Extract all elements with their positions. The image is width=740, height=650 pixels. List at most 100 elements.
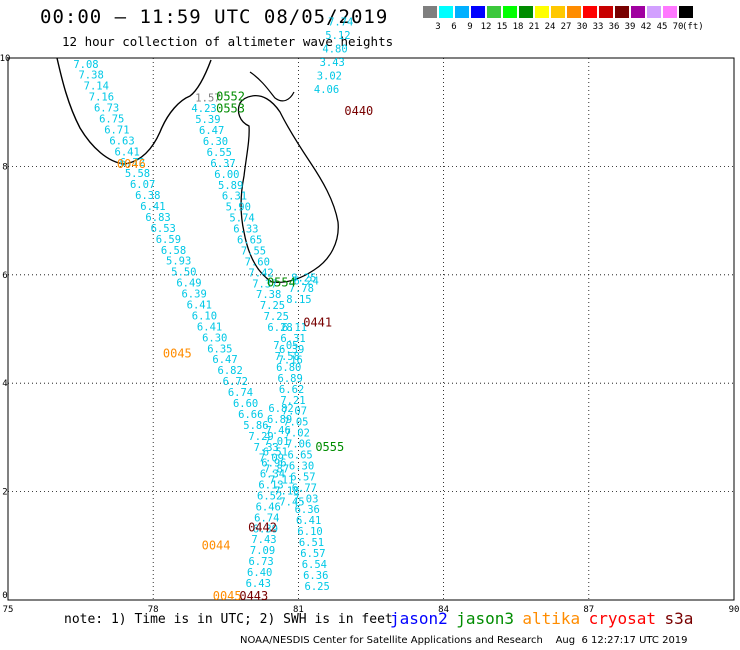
color-scale-label: 39 xyxy=(624,22,636,32)
color-scale-label: 45 xyxy=(656,22,668,32)
map-frame xyxy=(7,57,735,601)
swh-value: 6.62 xyxy=(279,384,304,396)
color-scale-label: 33 xyxy=(592,22,604,32)
color-scale-swatch xyxy=(518,5,534,19)
swh-value: 8.15 xyxy=(286,294,311,306)
swh-value: 7.45 xyxy=(279,496,304,508)
color-scale-label: 15 xyxy=(496,22,508,32)
swh-value: 6.60 xyxy=(233,398,258,410)
color-scale-swatch xyxy=(630,5,646,19)
color-scale-label: 3 xyxy=(435,22,441,32)
swh-value: 7.55 xyxy=(241,245,266,257)
swh-value: 7.14 xyxy=(84,81,109,93)
color-scale-label: 6 xyxy=(451,22,457,32)
swh-value: 7.58 xyxy=(275,351,300,363)
swh-value: 6.89 xyxy=(267,414,292,426)
map-grid xyxy=(8,58,734,600)
swh-value: 6.41 xyxy=(197,321,222,333)
swh-value: 7.42 xyxy=(248,267,273,279)
swh-value: 7.05 xyxy=(283,417,308,429)
swh-value: 5.12 xyxy=(325,30,350,42)
swh-value: 6.57 xyxy=(290,471,315,483)
swh-value: 6.30 xyxy=(202,332,227,344)
pass-label-altika: 0046 xyxy=(117,157,146,171)
swh-tracks: 7.087.387.147.166.736.756.716.636.416.72… xyxy=(73,16,353,592)
swh-value: 6.51 xyxy=(263,447,288,459)
color-scale-swatch xyxy=(598,5,614,19)
swh-value: 7.25 xyxy=(264,311,289,323)
swh-value: 6.39 xyxy=(279,344,304,356)
swh-value: 7.37 xyxy=(252,278,277,290)
swh-value: 6.65 xyxy=(237,235,262,247)
swh-misc-values: 1.57 6.24 xyxy=(195,92,319,287)
swh-value: 3.43 xyxy=(320,57,345,69)
swh-value: 6.73 xyxy=(248,556,273,568)
y-tick-label: 2 xyxy=(2,488,7,498)
pass-label-jason3: 0554 xyxy=(267,276,296,290)
swh-value: 6.96 xyxy=(261,458,286,470)
color-scale-label: 42 xyxy=(640,22,652,32)
swh-value: 6.75 xyxy=(99,113,124,125)
map-tick-labels: 75 78 81 84 87 90 0 2 4 6 8 10 xyxy=(0,54,739,615)
color-scale xyxy=(422,5,694,21)
y-tick-label: 10 xyxy=(0,54,10,64)
swh-value: 7.01 xyxy=(264,436,289,448)
y-tick-label: 0 xyxy=(2,591,7,601)
swh-value: 6.07 xyxy=(130,179,155,191)
swh-value: 6.24 xyxy=(294,276,319,288)
swh-value: 6.57 xyxy=(300,548,325,560)
page-subtitle: 12 hour collection of altimeter wave hei… xyxy=(62,34,394,49)
swh-value: 6.28 xyxy=(267,322,292,334)
y-tick-label: 6 xyxy=(2,271,7,281)
swh-value: 6.39 xyxy=(181,289,206,301)
legend-altika: altika xyxy=(522,609,581,628)
swh-value: 6.35 xyxy=(207,343,232,355)
swh-value: 6.72 xyxy=(223,376,248,388)
swh-value: 6.39 xyxy=(253,523,278,535)
color-scale-swatch xyxy=(662,5,678,19)
swh-value: 5.93 xyxy=(166,256,191,268)
color-scale-label: 18 xyxy=(512,22,524,32)
swh-value: 5.74 xyxy=(229,213,254,225)
swh-value: 7.38 xyxy=(78,70,103,82)
swh-value: 6.13 xyxy=(258,480,283,492)
swh-value: 5.58 xyxy=(125,168,150,180)
pass-label-s3a: 0443 xyxy=(239,589,268,603)
swh-value: 7.43 xyxy=(251,534,276,546)
swh-value: 6.10 xyxy=(192,310,217,322)
swh-value: 1.57 xyxy=(195,92,220,104)
swh-value: 6.55 xyxy=(207,147,232,159)
legend-cryosat: cryosat xyxy=(588,609,657,628)
swh-value: 6.58 xyxy=(161,245,186,257)
x-tick-label: 87 xyxy=(583,605,594,615)
swh-value: 7.16 xyxy=(278,355,303,367)
page-title: 00:00 – 11:59 UTC 08/05/2019 xyxy=(40,6,389,28)
swh-value: 6.83 xyxy=(145,212,170,224)
color-scale-swatch xyxy=(566,5,582,19)
swh-value: 5.89 xyxy=(218,180,243,192)
swh-value: 5.50 xyxy=(171,267,196,279)
legend-jason2: jason2 xyxy=(390,609,448,628)
swh-value: 6.49 xyxy=(176,278,201,290)
swh-value: 6.36 xyxy=(295,504,320,516)
swh-value: 6.25 xyxy=(305,581,330,593)
swh-value: 6.40 xyxy=(247,567,272,579)
swh-value: 7.11 xyxy=(269,475,294,487)
swh-value: 4.06 xyxy=(314,84,339,96)
color-scale-swatch xyxy=(438,5,454,19)
swh-value: 6.47 xyxy=(212,354,237,366)
pass-label-jason3: 0553 xyxy=(216,102,245,116)
pass-label-jason3: 0555 xyxy=(315,440,344,454)
swh-value: 6.33 xyxy=(233,224,258,236)
swh-value: 6.59 xyxy=(156,234,181,246)
swh-value: 7.74 xyxy=(328,16,353,28)
swh-value: 6.41 xyxy=(115,146,140,158)
swh-value: 6.74 xyxy=(254,512,279,524)
swh-value: 6.11 xyxy=(282,322,307,334)
y-tick-label: 8 xyxy=(2,162,7,172)
swh-value: 6.36 xyxy=(303,570,328,582)
color-scale-swatch xyxy=(678,5,694,19)
swh-value: 7.33 xyxy=(254,442,279,454)
swh-value: 6.34 xyxy=(260,469,285,481)
